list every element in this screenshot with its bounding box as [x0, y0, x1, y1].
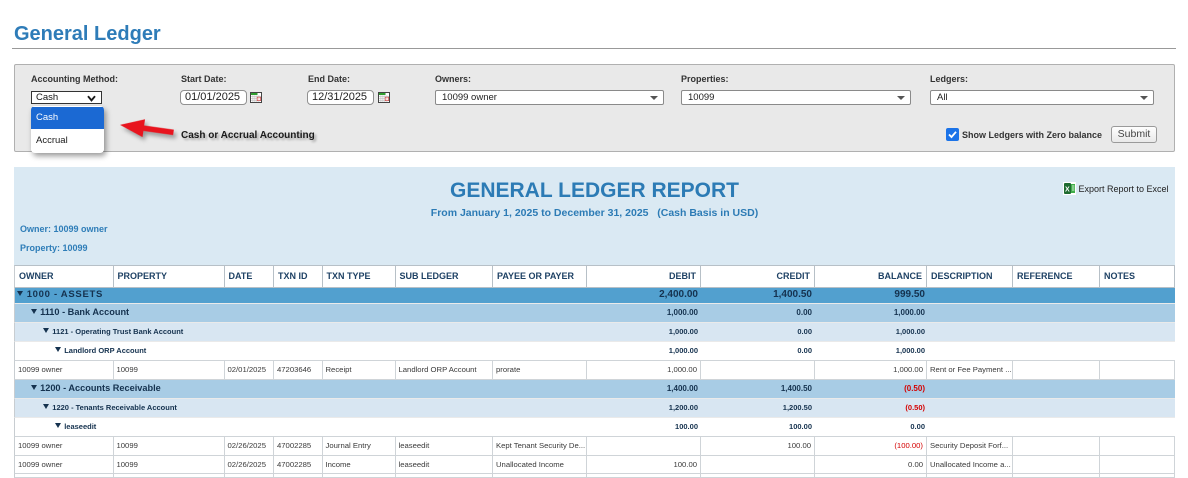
svg-text:X: X: [1065, 187, 1070, 194]
